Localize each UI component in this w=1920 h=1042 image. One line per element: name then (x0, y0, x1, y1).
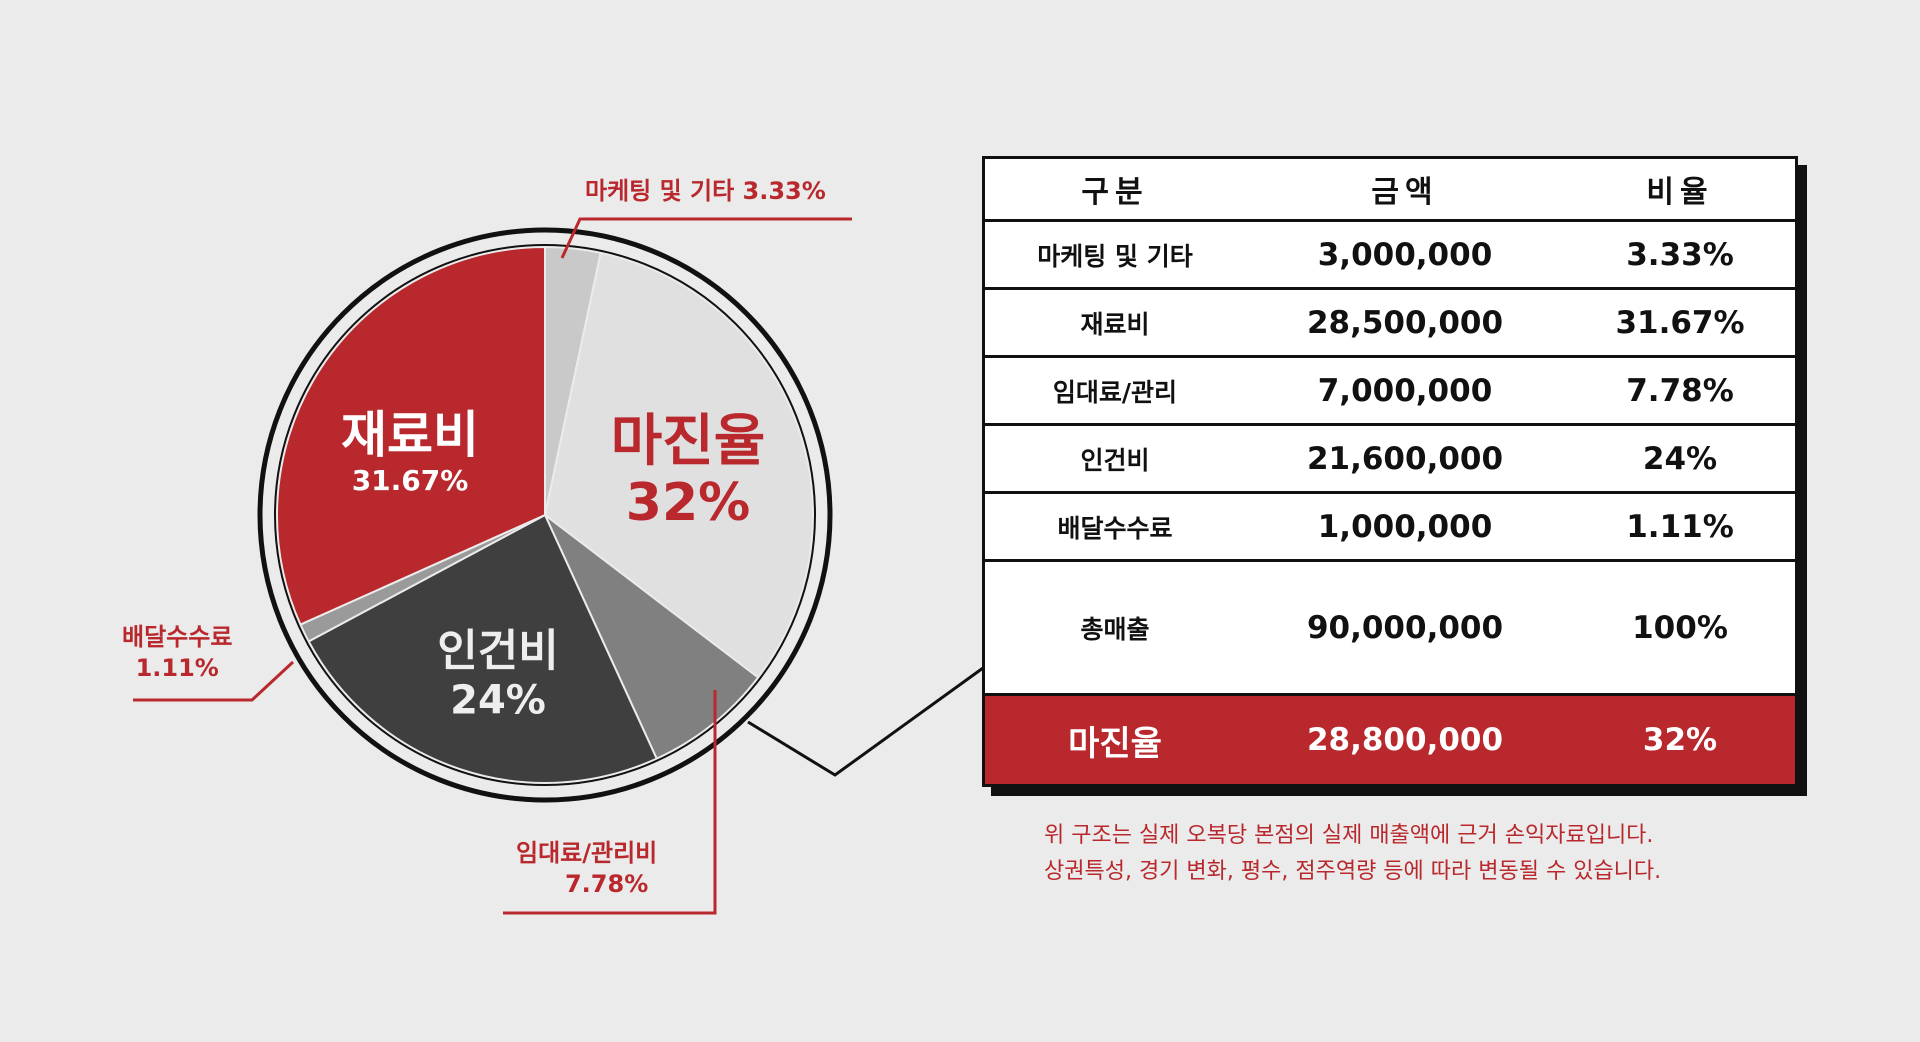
table-cell-amount: 1,000,000 (1317, 508, 1493, 545)
table-header-ratio: 비율 (1646, 175, 1714, 210)
cost-table: 구분 금액 비율 마케팅 및 기타 3,000,000 3.33% 재료비 28… (982, 156, 1798, 787)
slice-label-material-name: 재료비 (341, 406, 479, 465)
table-cell-label: 배달수수료 (1057, 513, 1173, 543)
table-cell-amount: 3,000,000 (1317, 236, 1493, 273)
table-row: 재료비 28,500,000 31.67% (985, 290, 1795, 358)
leader-line-delivery (133, 660, 295, 702)
slice-label-material-pct: 31.67% (351, 463, 469, 497)
table-total-label: 총매출 (1080, 614, 1150, 644)
table-cell-ratio: 3.33% (1626, 236, 1734, 273)
leader-line-rent (503, 690, 717, 915)
pie-slice-labor (307, 513, 659, 784)
table-cell-amount: 7,000,000 (1317, 372, 1493, 409)
table-cell-amount: 28,500,000 (1306, 304, 1504, 341)
leader-line-marketing (560, 217, 852, 259)
table-header-category: 구분 (1081, 175, 1149, 210)
slice-label-margin: 마진율 32% (610, 408, 766, 534)
table-cell-ratio: 31.67% (1615, 304, 1745, 341)
table-cell-ratio: 7.78% (1626, 372, 1734, 409)
callout-delivery-name: 배달수수료 (122, 623, 233, 651)
slice-label-labor-pct: 24% (450, 677, 546, 724)
slice-label-margin-name: 마진율 (610, 408, 766, 474)
table-row: 인건비 21,600,000 24% (985, 426, 1795, 494)
pie-slices (276, 245, 815, 784)
callout-marketing: 마케팅 및 기타 3.33% (585, 176, 826, 207)
table-row: 배달수수료 1,000,000 1.11% (985, 494, 1795, 562)
table-margin-amount: 28,800,000 (1306, 722, 1504, 758)
callout-marketing-text: 마케팅 및 기타 3.33% (585, 177, 826, 205)
table-cell-label: 인건비 (1080, 445, 1150, 475)
table-cell-ratio: 1.11% (1626, 508, 1734, 545)
callout-rent-name: 임대료/관리비 (516, 839, 658, 867)
table-cell-label: 마케팅 및 기타 (1037, 241, 1193, 271)
table-margin-row: 마진율 28,800,000 32% (985, 696, 1795, 784)
connector-line (747, 666, 984, 777)
table-cell-label: 재료비 (1080, 309, 1150, 339)
table-total-row: 총매출 90,000,000 100% (985, 562, 1795, 696)
pie-inner-border (274, 244, 816, 786)
slice-label-labor: 인건비 24% (437, 625, 559, 724)
pie-slice-material (276, 245, 546, 626)
table-total-ratio: 100% (1632, 609, 1728, 646)
table-margin-ratio: 32% (1642, 722, 1718, 758)
table-cell-label: 임대료/관리 (1052, 377, 1178, 407)
table-total-amount: 90,000,000 (1306, 609, 1504, 646)
table-cell-ratio: 24% (1642, 440, 1718, 477)
table-margin-label: 마진율 (1068, 723, 1162, 764)
disclaimer-line-2: 상권특성, 경기 변화, 평수, 점주역량 등에 따라 변동될 수 있습니다. (1044, 859, 1662, 884)
callout-delivery-pct: 1.11% (135, 654, 219, 683)
table-header-row: 구분 금액 비율 (985, 159, 1795, 222)
callout-rent: 임대료/관리비 7.78% (516, 838, 657, 900)
slice-label-margin-pct: 32% (625, 473, 751, 534)
table-row: 임대료/관리 7,000,000 7.78% (985, 358, 1795, 426)
slice-label-labor-name: 인건비 (437, 625, 559, 677)
disclaimer-note: 위 구조는 실제 오복당 본점의 실제 매출액에 근거 손익자료입니다. 상권특… (1044, 818, 1661, 890)
table-cell-amount: 21,600,000 (1306, 440, 1504, 477)
slice-label-material: 재료비 31.67% (341, 407, 479, 497)
callout-rent-pct: 7.78% (564, 870, 649, 899)
pie-slice-rent (544, 514, 760, 760)
table-row: 마케팅 및 기타 3,000,000 3.33% (985, 222, 1795, 290)
pie-slice-margin (543, 251, 815, 679)
callout-delivery: 배달수수료 1.11% (122, 622, 232, 684)
disclaimer-line-1: 위 구조는 실제 오복당 본점의 실제 매출액에 근거 손익자료입니다. (1044, 823, 1654, 848)
table-header-amount: 금액 (1371, 175, 1439, 210)
